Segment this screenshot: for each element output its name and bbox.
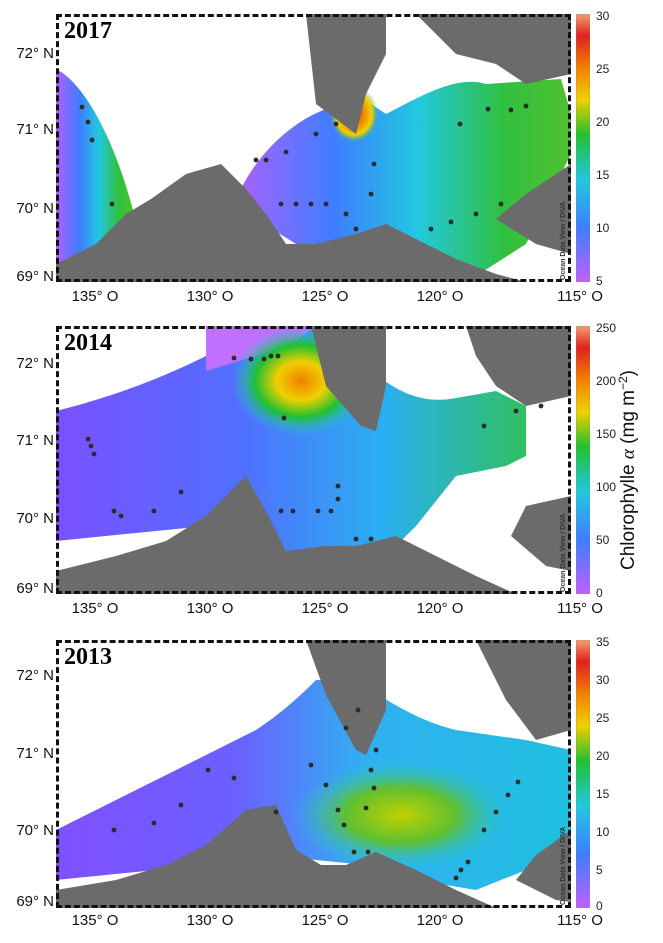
- lon-label: 120° O: [416, 912, 464, 929]
- lat-label: 70° N: [16, 510, 54, 527]
- land: [516, 830, 571, 902]
- lon-label: 135° O: [71, 600, 119, 617]
- colorbar-title: Chlorophylle α (mg m−2): [615, 369, 640, 571]
- land: [56, 476, 516, 594]
- colorbar-tick: 15: [596, 787, 610, 801]
- lat-label: 70° N: [16, 822, 54, 839]
- colorbar-tick: 100: [596, 480, 617, 494]
- lat-label: 72° N: [16, 667, 54, 684]
- lon-label: 130° O: [186, 288, 234, 305]
- lat-label: 69° N: [16, 893, 54, 910]
- land: [311, 326, 386, 431]
- year-label: 2017: [64, 18, 112, 44]
- lon-label: 125° O: [301, 288, 349, 305]
- land: [416, 14, 571, 84]
- colorbar-tick: 50: [596, 533, 610, 547]
- colorbar-tick: 35: [596, 635, 610, 649]
- colorbar-tick: 0: [596, 586, 603, 600]
- colorbar-tick: 0: [596, 899, 603, 913]
- colorbar-tick: 5: [596, 863, 603, 877]
- land: [476, 640, 571, 740]
- watermark: Ocean Data View / DIVA: [560, 826, 567, 905]
- colorbar: [576, 640, 590, 908]
- map-area-2017: 2017: [56, 14, 571, 282]
- station-dots: [111, 707, 521, 881]
- colorbar-tick: 150: [596, 427, 617, 441]
- colorbar-tick: 25: [596, 62, 610, 76]
- lon-label: 120° O: [416, 288, 464, 305]
- colorbar-tick: 30: [596, 9, 610, 23]
- year-label: 2014: [64, 330, 112, 356]
- map-panel-2017: 2017 72° N 71° N 70° N 69° N 135° O 130°…: [0, 0, 663, 310]
- lat-label: 72° N: [16, 45, 54, 62]
- colorbar-tick: 200: [596, 374, 617, 388]
- lat-label: 71° N: [16, 745, 54, 762]
- lon-label: 115° O: [557, 912, 603, 929]
- lon-label: 130° O: [186, 600, 234, 617]
- colorbar-tick: 20: [596, 115, 610, 129]
- lon-label: 125° O: [301, 912, 349, 929]
- station-dots: [85, 353, 544, 542]
- lon-label: 135° O: [71, 912, 119, 929]
- land: [511, 496, 571, 571]
- land: [496, 164, 571, 254]
- land: [56, 164, 526, 282]
- land: [56, 805, 496, 908]
- land: [306, 640, 386, 755]
- chlorophyll-field: [231, 79, 571, 276]
- lat-label: 71° N: [16, 121, 54, 138]
- map-area-2013: 2013: [56, 640, 571, 908]
- colorbar-tick: 250: [596, 321, 617, 335]
- lon-label: 130° O: [186, 912, 234, 929]
- lat-label: 69° N: [16, 580, 54, 597]
- colorbar-tick: 30: [596, 673, 610, 687]
- colorbar: [576, 326, 590, 594]
- colorbar-tick: 10: [596, 221, 610, 235]
- lon-label: 120° O: [416, 600, 464, 617]
- lat-label: 70° N: [16, 200, 54, 217]
- colorbar: [576, 14, 590, 282]
- lat-label: 72° N: [16, 355, 54, 372]
- map-panel-2014: 2014 72° N 71° N 70° N 69° N 135° O 130°…: [16, 321, 617, 617]
- station-dots: [79, 103, 529, 232]
- land: [466, 326, 571, 406]
- colorbar-tick: 20: [596, 749, 610, 763]
- lon-label: 135° O: [71, 288, 119, 305]
- map-area-2014: 2014: [56, 326, 571, 594]
- colorbar-tick: 5: [596, 274, 603, 288]
- colorbar-tick: 15: [596, 168, 610, 182]
- colorbar-tick: 25: [596, 711, 610, 725]
- land: [306, 14, 386, 134]
- lat-label: 71° N: [16, 432, 54, 449]
- lon-label: 125° O: [301, 600, 349, 617]
- chlorophyll-field: [56, 326, 526, 566]
- lon-label: 115° O: [557, 600, 603, 617]
- colorbar-tick: 10: [596, 825, 610, 839]
- lat-label: 69° N: [16, 268, 54, 285]
- year-label: 2013: [64, 644, 112, 670]
- chlorophyll-hotspot: [291, 760, 511, 870]
- lon-label: 115° O: [557, 288, 603, 305]
